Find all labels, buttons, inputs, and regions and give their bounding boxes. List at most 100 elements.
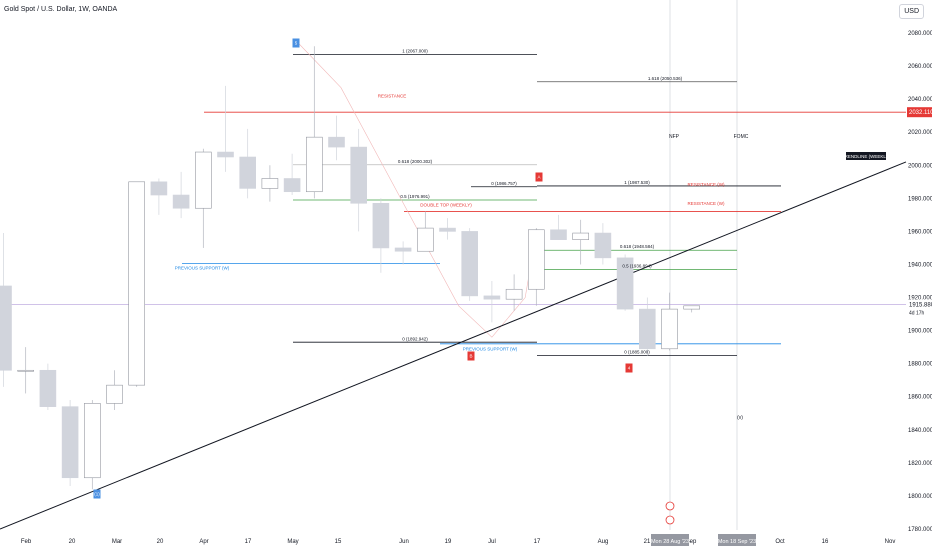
x-tick-label: 17 <box>245 539 252 545</box>
wave-marker-4-bg <box>625 363 633 373</box>
candles <box>0 46 701 490</box>
chart-title: Gold Spot / U.S. Dollar, 1W, OANDA <box>4 6 118 13</box>
candle <box>616 254 634 311</box>
candle-body <box>683 305 701 310</box>
x-tick-label: 21 <box>644 539 651 545</box>
x-tick-label: May <box>287 539 298 545</box>
x-axis: Feb 20 Mar 20 Apr 17 May 15 Jun 19 Jul 17 Aug 21 Sep Oc… <box>21 534 896 546</box>
wave-marker-a: A <box>537 175 540 180</box>
candle-body <box>527 229 545 290</box>
y-tick-label: 1840.000 <box>908 428 932 434</box>
candle <box>394 241 412 265</box>
resistance-price-badge <box>907 107 932 118</box>
x-tick-label: Nov <box>885 539 896 545</box>
candle <box>328 115 345 161</box>
currency-selector[interactable]: USD <box>899 4 924 19</box>
fib-label: 0.5 (1976.991) <box>400 194 430 199</box>
x-tick-label: Jun <box>399 539 409 545</box>
candle-body <box>128 181 145 386</box>
candle <box>61 400 79 487</box>
date-badge <box>651 534 689 546</box>
resistance-w-label: RESISTANCE (W) <box>688 201 725 206</box>
wave-marker-5-top: 5 <box>295 41 298 46</box>
candle-body <box>195 151 212 209</box>
candle-body <box>661 308 678 350</box>
fib-label: 0 (1986.757) <box>491 181 517 186</box>
x-tick-label: 20 <box>157 539 164 545</box>
candle <box>106 370 123 410</box>
candle <box>550 214 567 240</box>
x-tick-label: Mar <box>112 539 122 545</box>
current-price-label: 1915.880 <box>909 302 932 308</box>
wave-v-label: (v) <box>737 415 743 421</box>
candle-body <box>483 295 501 300</box>
y-tick-label: 1880.000 <box>908 362 932 368</box>
y-tick-label: 2080.000 <box>908 31 932 37</box>
candle-body <box>350 146 368 204</box>
candle-body <box>616 257 634 310</box>
candle-body <box>239 156 256 189</box>
x-tick-label: 17 <box>534 539 541 545</box>
fib-label: 0 (1885.000) <box>624 349 650 354</box>
grid <box>669 0 738 530</box>
y-tick-label: 1860.000 <box>908 395 932 401</box>
wave-marker-4: 4 <box>628 366 631 371</box>
x-tick-label: Sep <box>686 539 697 545</box>
x-tick-label: Aug <box>598 539 609 545</box>
candle-body <box>372 202 390 249</box>
candle <box>638 297 656 356</box>
y-tick-label: 2020.000 <box>908 130 932 136</box>
x-tick-label: Feb <box>21 539 32 545</box>
y-tick-label: 1980.000 <box>908 196 932 202</box>
candle <box>283 153 301 196</box>
wave-marker-1-bg <box>93 489 101 499</box>
date-label: Mon 28 Aug '23 <box>651 539 689 545</box>
y-tick-label: 1820.000 <box>908 461 932 467</box>
resistance-price-label: 2032.110 <box>909 110 932 116</box>
fib-label: 0 (1892.942) <box>402 336 428 341</box>
drawings <box>0 41 907 530</box>
wave-marker-a-bg <box>535 172 543 182</box>
candle-body <box>594 232 612 259</box>
y-tick-label: 1920.000 <box>908 296 932 302</box>
previous-support-label: PREVIOUS SUPPORT (W) <box>463 346 518 351</box>
candle-body <box>17 369 35 372</box>
wave-connector <box>296 41 537 338</box>
candle-body <box>572 232 590 240</box>
fib-label: 0.618 (2000.302) <box>398 159 433 164</box>
candle-body <box>550 229 567 240</box>
trendline <box>0 161 907 530</box>
double-top-label: DOUBLE TOP (WEEKLY) <box>420 203 472 208</box>
y-tick-label: 1780.000 <box>908 527 932 533</box>
candle <box>461 228 479 301</box>
candle <box>661 292 678 351</box>
y-tick-label: 1800.000 <box>908 494 932 500</box>
event-flag-icon <box>665 515 675 525</box>
previous-support-label: PREVIOUS SUPPORT (W) <box>175 265 230 270</box>
candle <box>172 171 190 219</box>
y-axis: 2080.000 2060.000 2040.000 2020.000 2000.000… <box>907 31 932 533</box>
date-label: Mon 18 Sep '23 <box>718 539 756 545</box>
candle-body <box>638 308 656 350</box>
date-badge <box>718 534 756 546</box>
candle-body <box>261 178 279 189</box>
candle <box>17 347 35 394</box>
candle-body <box>217 151 234 158</box>
candle <box>572 219 590 265</box>
candle <box>527 228 545 306</box>
candle-body <box>283 178 301 193</box>
nfp-label: NFP <box>669 134 680 140</box>
candle <box>505 274 523 311</box>
y-tick-label: 2000.000 <box>908 163 932 169</box>
y-tick-label: 2040.000 <box>908 97 932 103</box>
candle-body <box>150 181 168 196</box>
current-price-badge <box>907 299 932 317</box>
x-tick-label: Oct <box>775 539 785 545</box>
wave-marker-5-top-bg <box>292 38 300 48</box>
candle-body <box>328 136 345 148</box>
wave-marker-1: (1) <box>94 492 100 497</box>
countdown-label: 4d 17h <box>909 310 925 316</box>
y-tick-label: 1900.000 <box>908 329 932 335</box>
candle <box>84 400 101 490</box>
